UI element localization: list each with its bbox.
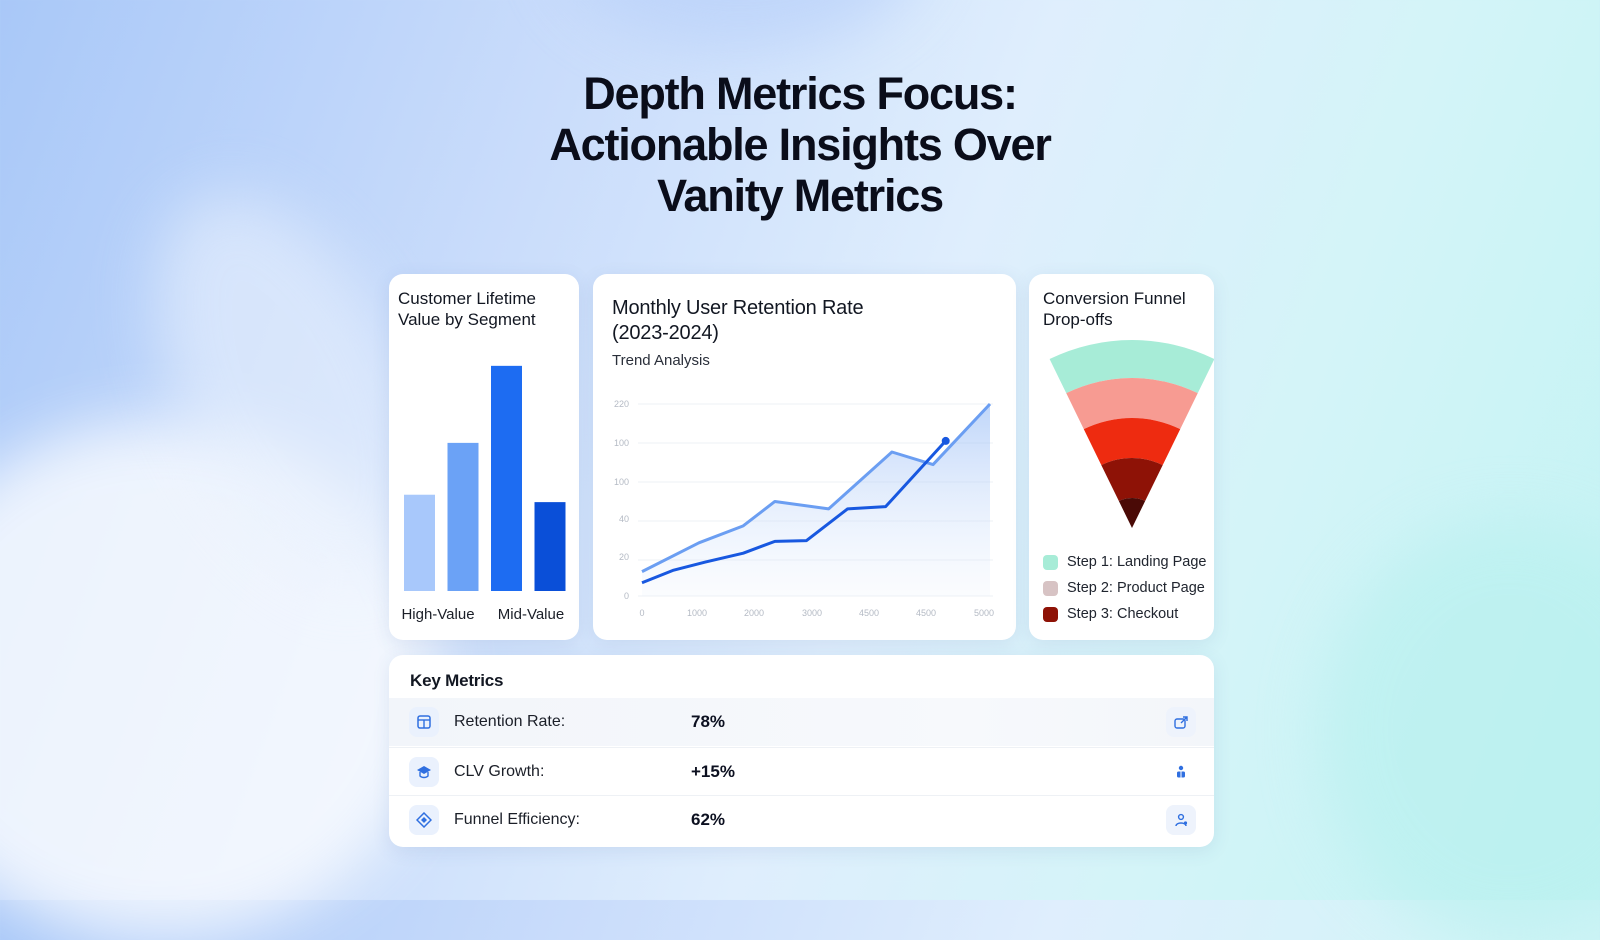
funnel-chart: Conversion Funnel Drop-offs [1043,289,1214,528]
retention-chart-card: Monthly User Retention Rate (2023-2024) … [593,274,1016,640]
key-metrics-title: Key Metrics [410,671,504,690]
funnel-legend: Step 1: Landing Page Step 2: Product Pag… [1043,549,1206,627]
clv-bar-3 [491,365,522,591]
funnel-chart-card: Conversion Funnel Drop-offs Step 1: Land… [1029,274,1214,640]
metric-row-funnel-efficiency[interactable]: Funnel Efficiency: 62% [389,795,1214,844]
retention-y-tick-label: 220 [614,399,629,409]
retention-chart-title: Monthly User Retention Rate (2023-2024) [612,297,864,344]
team-settings-icon[interactable] [1166,805,1196,835]
retention-x-tick-label: 2000 [744,608,764,618]
legend-swatch-step-3 [1043,606,1058,622]
retention-x-tick-label: 5000 [974,608,994,618]
metric-value-clv: +15% [691,762,735,781]
metric-value-funnel-efficiency: 62% [691,810,726,829]
metric-label-clv: CLV Growth: [454,763,545,780]
funnel-segment-5 [1118,498,1146,528]
legend-item-step-2: Step 2: Product Page [1043,575,1206,601]
retention-y-tick-label: 20 [619,552,629,562]
legend-label-step-3: Step 3: Checkout [1067,606,1179,622]
retention-chart-subtitle: Trend Analysis [612,352,710,369]
clv-chart-card: Customer Lifetime Value by Segment High-… [389,274,579,640]
retention-x-tick-label: 4500 [859,608,879,618]
retention-x-tick-label: 4500 [916,608,936,618]
share-export-icon[interactable] [1166,707,1196,737]
page-title-line-2: Actionable Insights Over [549,119,1052,170]
retention-y-tick-label: 0 [624,591,629,601]
retention-x-tick-label: 3000 [802,608,822,618]
retention-area-fill [642,404,990,596]
page-title-line-1: Depth Metrics Focus: [583,68,1018,119]
retention-x-tick-label: 0 [639,608,644,618]
clv-x-tick-label: High-Value [401,606,474,623]
funnel-chart-title-line-1: Conversion Funnel [1043,289,1186,308]
funnel-segment-2 [1066,378,1198,430]
user-group-icon[interactable] [1166,757,1196,787]
clv-bar-2 [447,442,479,591]
clv-x-tick-label: Mid-Value [498,606,564,623]
page-title-line-3: Vanity Metrics [657,170,944,221]
retention-line-chart: 0 1000 2000 3000 4500 4500 5000 0 20 40 100 100 220 [614,399,994,618]
graduation-cap-icon [409,757,439,787]
retention-x-tick-label: 1000 [687,608,707,618]
clv-chart-title-line-1: Customer Lifetime [398,289,536,308]
funnel-chart-title-line-2: Drop-offs [1043,310,1113,329]
retention-y-tick-label: 100 [614,477,629,487]
key-metrics-card: Key Metrics Retention Rate: 78% CLV Grow… [389,655,1214,847]
clv-chart-title-line-2: Value by Segment [398,310,536,329]
metric-label-retention: Retention Rate: [454,713,566,730]
layers-diamond-icon [409,805,439,835]
retention-series-1-line [641,439,947,585]
legend-label-step-1: Step 1: Landing Page [1067,554,1207,570]
legend-label-step-2: Step 2: Product Page [1067,580,1205,596]
metric-row-retention[interactable]: Retention Rate: 78% [389,698,1214,746]
clv-bar-chart: Customer Lifetime Value by Segment High-… [398,289,566,623]
retention-y-tick-label: 100 [614,438,629,448]
metric-value-retention: 78% [691,712,726,731]
clv-bar-1 [404,494,435,591]
funnel-segment-1 [1049,340,1214,394]
legend-item-step-1: Step 1: Landing Page [1043,549,1206,575]
metric-row-clv[interactable]: CLV Growth: +15% [389,747,1214,796]
legend-swatch-step-2 [1043,580,1058,596]
retention-y-tick-label: 40 [619,514,629,524]
grid-calendar-icon [409,707,439,737]
legend-swatch-step-1 [1043,554,1058,570]
legend-item-step-3: Step 3: Checkout [1043,601,1206,627]
clv-bar-4 [534,502,566,591]
retention-series-1-end-point [941,436,950,445]
page-title: Depth Metrics Focus: Actionable Insights… [450,68,1150,221]
metric-label-funnel-efficiency: Funnel Efficiency: [454,811,580,828]
funnel-segment-3 [1083,418,1181,466]
funnel-segment-4 [1101,458,1163,502]
